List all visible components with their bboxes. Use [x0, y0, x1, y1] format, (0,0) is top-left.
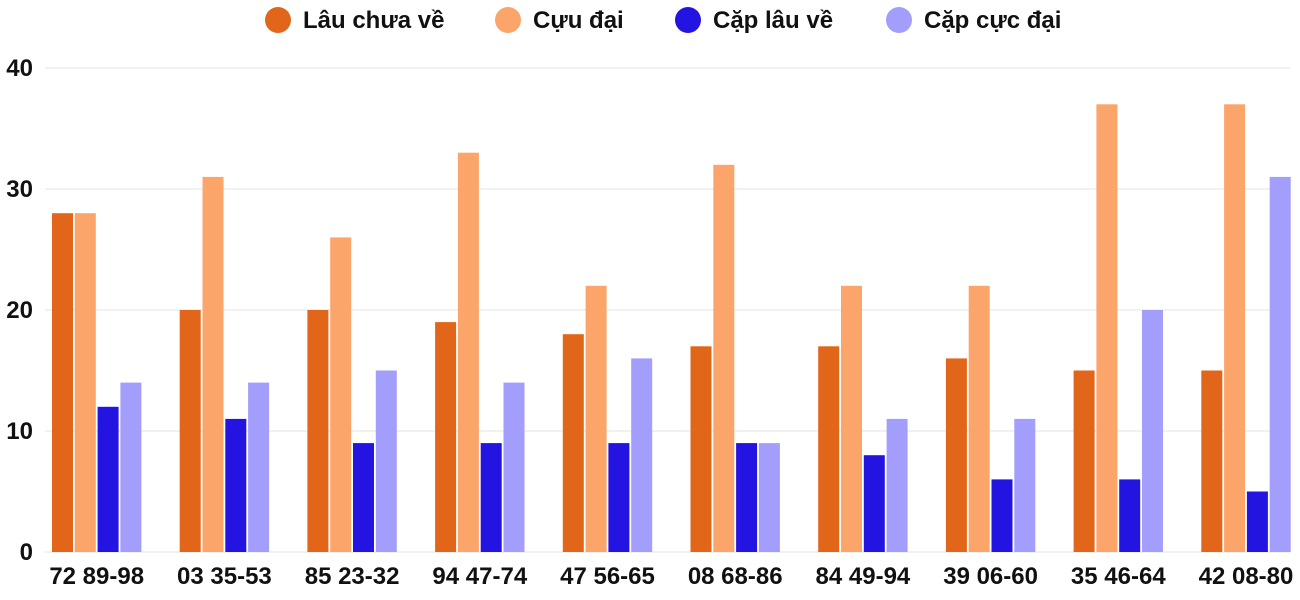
- bar: [202, 176, 224, 552]
- bar: [1224, 104, 1246, 553]
- y-tick-label: 20: [6, 297, 33, 324]
- legend-label: Cặp lâu về: [713, 7, 833, 34]
- bar: [1096, 104, 1118, 553]
- bar: [713, 164, 735, 553]
- bar: [248, 382, 270, 552]
- y-axis: 0 10 20 30 40: [6, 55, 33, 566]
- y-tick-label: 40: [6, 55, 33, 82]
- bar: [120, 382, 142, 552]
- bar: [225, 418, 247, 552]
- bar: [1269, 176, 1291, 552]
- x-tick-label: 39 06-60: [943, 563, 1038, 590]
- legend-marker: [495, 7, 521, 33]
- bar: [736, 443, 758, 552]
- bars: [52, 104, 1291, 553]
- bar: [1119, 479, 1141, 552]
- bar: [585, 285, 607, 552]
- bar: [435, 322, 457, 552]
- bar: [307, 310, 329, 552]
- bar: [1142, 310, 1163, 552]
- bar: [330, 237, 352, 552]
- bar: [375, 370, 397, 552]
- x-tick-label: 42 08-80: [1199, 563, 1294, 590]
- bar: [503, 382, 525, 552]
- bar: [562, 334, 584, 552]
- bar: [179, 310, 201, 552]
- legend-marker: [265, 7, 291, 33]
- legend-label: Lâu chưa về: [303, 7, 444, 34]
- x-tick-label: 35 46-64: [1071, 563, 1166, 590]
- bar: [1014, 418, 1036, 552]
- bar: [945, 358, 967, 552]
- x-tick-label: 47 56-65: [560, 563, 655, 590]
- legend-item: Cặp cực đại: [886, 7, 1061, 34]
- x-tick-label: 08 68-86: [688, 563, 783, 590]
- x-tick-label: 84 49-94: [816, 563, 911, 590]
- legend-label: Cặp cực đại: [924, 7, 1061, 34]
- bar: [457, 152, 479, 552]
- bar: [353, 443, 374, 552]
- bar: [886, 418, 908, 552]
- legend-label: Cựu đại: [533, 7, 624, 34]
- bar: [608, 443, 630, 552]
- y-tick-label: 0: [20, 539, 33, 566]
- legend-marker: [675, 7, 701, 33]
- bar: [1246, 491, 1268, 552]
- x-tick-label: 85 23-32: [305, 563, 400, 590]
- y-tick-label: 10: [6, 418, 33, 445]
- legend: Lâu chưa về Cựu đại Cặp lâu về Cặp cực đại: [265, 7, 1061, 34]
- legend-item: Cặp lâu về: [675, 7, 833, 34]
- bar: [52, 213, 73, 552]
- bar: [631, 358, 653, 552]
- legend-marker: [886, 7, 912, 33]
- bar: [74, 213, 96, 552]
- legend-item: Lâu chưa về: [265, 7, 444, 34]
- bar: [818, 346, 840, 552]
- bar: [863, 455, 885, 552]
- x-tick-label: 03 35-53: [177, 563, 272, 590]
- y-tick-label: 30: [6, 176, 33, 203]
- x-axis: 72 89-98 03 35-53 85 23-32 94 47-74 47 56-65…: [49, 563, 1293, 590]
- x-tick-label: 94 47-74: [432, 563, 527, 590]
- bar: [480, 443, 502, 552]
- legend-item: Cựu đại: [495, 7, 624, 34]
- bar: [97, 406, 119, 552]
- bar: [690, 346, 712, 552]
- bar: [991, 479, 1013, 552]
- bar: [1201, 370, 1223, 552]
- bar: [968, 285, 990, 552]
- x-tick-label: 72 89-98: [49, 563, 144, 590]
- bar: [841, 285, 862, 552]
- bar: [758, 443, 780, 552]
- bar: [1073, 370, 1095, 552]
